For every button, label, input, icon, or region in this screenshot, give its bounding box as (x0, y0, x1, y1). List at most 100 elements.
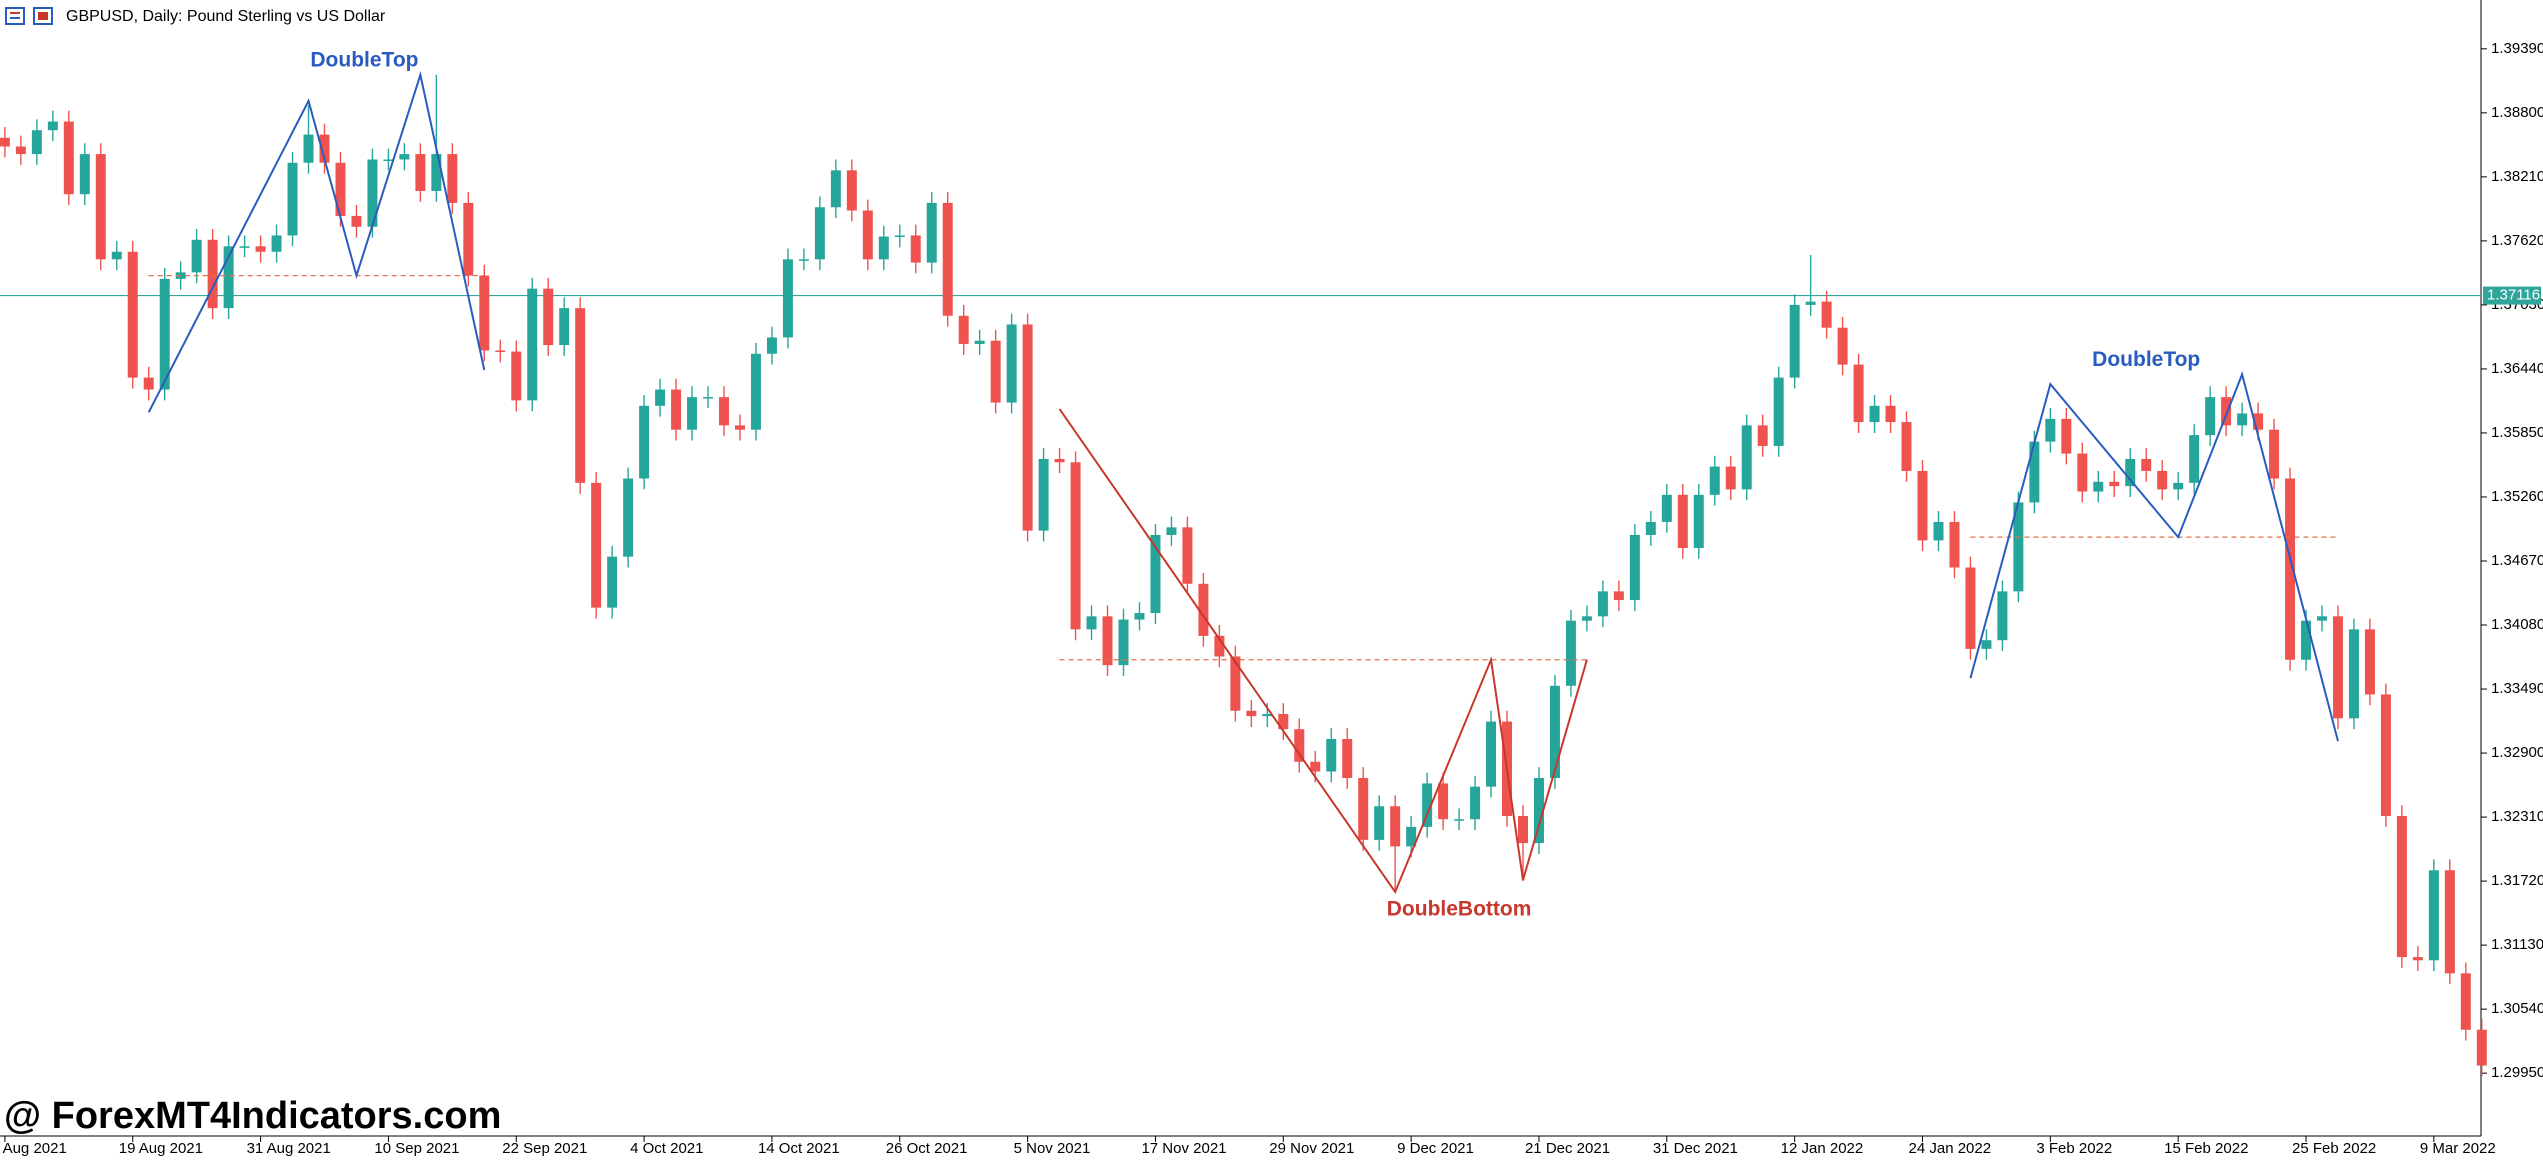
candle-body (2285, 478, 2296, 660)
x-tick-label: 26 Oct 2021 (886, 1140, 968, 1157)
candle-body (527, 288, 538, 401)
x-tick-label: 29 Nov 2021 (1269, 1140, 1354, 1157)
y-tick-label: 1.34080 (2491, 616, 2543, 633)
candle-body (846, 170, 857, 211)
candle-body (495, 350, 506, 352)
y-tick-label: 1.35850 (2491, 424, 2543, 441)
candle-body (1757, 425, 1768, 446)
pattern-label: DoubleBottom (1387, 897, 1532, 920)
candle-body (127, 251, 138, 378)
watermark: @ ForexMT4Indicators.com (4, 1095, 501, 1137)
candle-body (1741, 425, 1752, 490)
x-tick-label: 21 Dec 2021 (1525, 1140, 1610, 1157)
x-tick-label: 19 Aug 2021 (119, 1140, 203, 1157)
candle-body (623, 478, 634, 557)
candle-body (1805, 301, 1816, 305)
candle-body (2077, 453, 2088, 492)
candle-body (2221, 397, 2232, 426)
candle-body (1773, 377, 1784, 446)
candle-body (543, 288, 554, 346)
candle-body (1134, 613, 1145, 620)
icon-bar (10, 17, 20, 19)
candle-body (191, 239, 202, 273)
candle-body (1869, 405, 1880, 423)
icon-bar (10, 12, 20, 14)
candle-body (1933, 521, 1944, 541)
candle-body (1422, 783, 1433, 827)
candle-body (926, 202, 937, 263)
candle-body (1821, 301, 1832, 328)
x-tick-label: 9 Mar 2022 (2420, 1140, 2496, 1157)
pattern-line (1969, 371, 2339, 742)
candle-body (910, 235, 921, 263)
candle-body (2444, 870, 2455, 974)
candle-body (399, 154, 410, 160)
candle-body (2332, 616, 2343, 719)
candle-body (2093, 481, 2104, 492)
candle-body (431, 154, 442, 191)
x-tick-label: 22 Sep 2021 (502, 1140, 587, 1157)
candle-body (1102, 616, 1113, 666)
y-tick-label: 1.31720 (2491, 872, 2543, 889)
candle-body (303, 134, 314, 163)
candle-body (1981, 640, 1992, 649)
candle-body (2173, 482, 2184, 490)
candle-body (1645, 521, 1656, 535)
y-tick-label: 1.38800 (2491, 104, 2543, 121)
candle-body (271, 235, 282, 252)
x-tick-label: 9 Dec 2021 (1397, 1140, 1474, 1157)
candle-body (1054, 458, 1065, 463)
candle-body (1230, 656, 1241, 711)
candle-body (2045, 418, 2056, 442)
candle-body (814, 207, 825, 260)
x-tick-label: 24 Jan 2022 (1909, 1140, 1992, 1157)
candle-body (1565, 620, 1576, 686)
candle-body (2189, 435, 2200, 483)
candle-body (1917, 470, 1928, 541)
candle-body (1358, 778, 1369, 840)
candle-body (559, 308, 570, 346)
candle-body (1118, 619, 1129, 666)
candle-body (1549, 685, 1560, 779)
candle-body (1246, 710, 1257, 717)
y-tick-label: 1.32900 (2491, 744, 2543, 761)
x-tick-label: 5 Nov 2021 (1014, 1140, 1091, 1157)
y-tick-label: 1.31130 (2491, 936, 2543, 953)
pattern-line (1058, 408, 1588, 895)
candle-body (255, 246, 266, 252)
candle-body (1166, 527, 1177, 535)
candle-body (1342, 738, 1353, 779)
y-tick-label: 1.37620 (2491, 232, 2543, 249)
x-tick-label: 15 Feb 2022 (2164, 1140, 2248, 1157)
candle-body (511, 351, 522, 401)
candle-body (703, 397, 714, 399)
candle-body (207, 239, 218, 309)
current-price-label: 1.37116 (2487, 287, 2540, 304)
y-tick-label: 1.30540 (2491, 1000, 2543, 1017)
candle-body (1006, 324, 1017, 403)
candle-body (2029, 441, 2040, 503)
candle-body (1629, 534, 1640, 601)
candle-body (79, 154, 90, 195)
candle-body (894, 235, 905, 237)
y-tick-label: 1.33490 (2491, 680, 2543, 697)
candle-body (1837, 327, 1848, 365)
candle-body (319, 134, 330, 163)
candle-body (1198, 583, 1209, 636)
candle-body (942, 202, 953, 316)
pattern-line (147, 70, 486, 413)
candle-body (1374, 806, 1385, 840)
candle-body (2109, 481, 2120, 487)
candle-body (687, 397, 698, 430)
y-tick-label: 1.38210 (2491, 168, 2543, 185)
candle-body (223, 246, 234, 309)
current-price-tag (2483, 286, 2541, 305)
candle-body (1789, 304, 1800, 378)
candle-body (1709, 466, 1720, 495)
candle-body (639, 405, 650, 479)
candle-body (1150, 534, 1161, 614)
candle-body (1597, 591, 1608, 617)
candle-body (1677, 494, 1688, 548)
